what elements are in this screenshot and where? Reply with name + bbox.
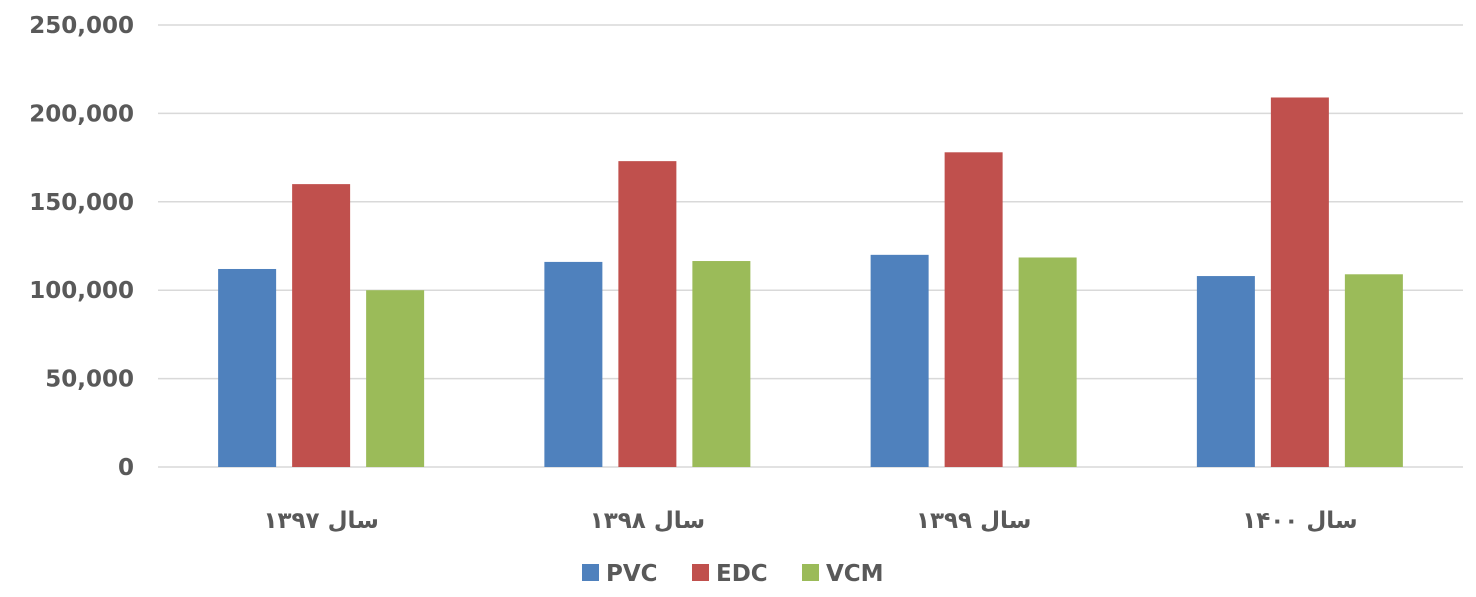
legend: PVC EDC VCM xyxy=(582,561,884,587)
x-tick-label: سال ۱۳۹۷ xyxy=(263,508,378,534)
legend-label-pvc: PVC xyxy=(606,561,658,587)
bar-edc xyxy=(292,184,351,467)
legend-swatch-edc xyxy=(692,564,709,581)
bar-edc xyxy=(944,152,1003,467)
y-tick-label: 50,000 xyxy=(45,367,134,393)
bar-pvc xyxy=(1196,276,1255,467)
y-tick-label: 200,000 xyxy=(29,101,134,127)
bar-pvc xyxy=(218,268,277,467)
y-tick-label: 100,000 xyxy=(29,278,134,304)
bar-vcm xyxy=(1344,274,1403,467)
bar-pvc xyxy=(544,261,603,467)
bar-vcm xyxy=(692,261,751,467)
legend-label-edc: EDC xyxy=(716,561,768,587)
y-tick-label: 250,000 xyxy=(29,13,134,39)
legend-swatch-pvc xyxy=(582,564,599,581)
x-tick-label: سال ۱۳۹۸ xyxy=(590,508,705,534)
bar-vcm xyxy=(1018,257,1077,467)
bar-pvc xyxy=(870,254,929,467)
bar-vcm xyxy=(366,290,425,467)
legend-swatch-vcm xyxy=(802,564,819,581)
bar-edc xyxy=(1270,97,1329,467)
y-axis: 0 50,000 100,000 150,000 200,000 250,000 xyxy=(29,13,134,481)
x-tick-label: سال ۱۴۰۰ xyxy=(1242,508,1357,534)
y-tick-label: 150,000 xyxy=(29,190,134,216)
bar-edc xyxy=(618,161,677,468)
y-tick-label: 0 xyxy=(118,455,134,481)
legend-label-vcm: VCM xyxy=(826,561,884,587)
bars xyxy=(218,97,1403,468)
x-tick-label: سال ۱۳۹۹ xyxy=(916,508,1031,534)
gridlines xyxy=(158,24,1463,468)
x-axis: سال ۱۳۹۷ سال ۱۳۹۸ سال ۱۳۹۹ سال ۱۴۰۰ xyxy=(263,508,1357,534)
